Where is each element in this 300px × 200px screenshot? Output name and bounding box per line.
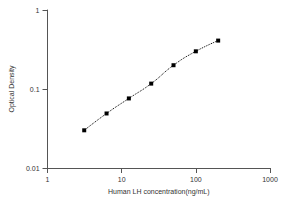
svg-text:0.1: 0.1 bbox=[30, 86, 40, 93]
svg-text:1: 1 bbox=[36, 7, 40, 14]
svg-text:Human LH concentration(ng/mL): Human LH concentration(ng/mL) bbox=[108, 188, 210, 196]
svg-text:1000: 1000 bbox=[262, 176, 278, 183]
svg-text:10: 10 bbox=[118, 176, 126, 183]
svg-text:0.01: 0.01 bbox=[26, 165, 40, 172]
svg-text:1: 1 bbox=[46, 176, 50, 183]
svg-text:100: 100 bbox=[190, 176, 202, 183]
svg-text:Optical Density: Optical Density bbox=[8, 65, 16, 113]
